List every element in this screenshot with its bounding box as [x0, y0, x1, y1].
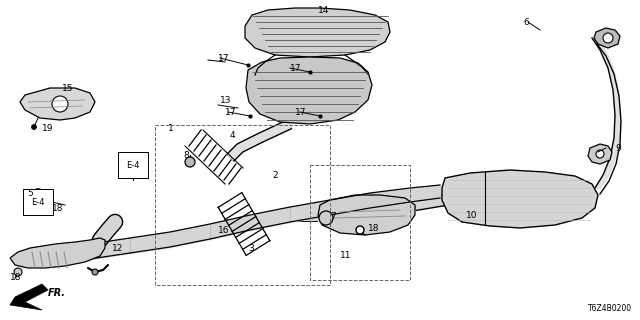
Circle shape — [185, 157, 195, 167]
Text: FR.: FR. — [48, 288, 66, 298]
Text: 17: 17 — [218, 53, 230, 62]
Text: 18: 18 — [10, 274, 22, 283]
Circle shape — [14, 268, 22, 276]
Circle shape — [32, 189, 44, 201]
Text: 10: 10 — [466, 211, 477, 220]
Text: 13: 13 — [220, 95, 232, 105]
Polygon shape — [318, 195, 415, 235]
Text: 18: 18 — [368, 223, 380, 233]
Polygon shape — [10, 284, 48, 310]
Polygon shape — [442, 170, 598, 228]
Text: E-4: E-4 — [31, 197, 45, 206]
Text: 17: 17 — [225, 108, 237, 116]
Polygon shape — [594, 28, 620, 48]
Text: 5: 5 — [27, 188, 33, 197]
Polygon shape — [245, 8, 390, 57]
Bar — [155, 125, 330, 285]
Text: 1: 1 — [168, 124, 173, 132]
Text: 14: 14 — [318, 5, 330, 14]
Text: T6Z4B0200: T6Z4B0200 — [588, 304, 632, 313]
Text: 8: 8 — [183, 150, 189, 159]
Polygon shape — [20, 88, 95, 120]
Circle shape — [31, 124, 36, 130]
Text: 7: 7 — [330, 212, 336, 220]
Text: 2: 2 — [272, 171, 278, 180]
Polygon shape — [588, 144, 612, 164]
Text: 12: 12 — [112, 244, 124, 252]
Circle shape — [356, 226, 364, 234]
Text: E-4: E-4 — [126, 161, 140, 170]
Circle shape — [34, 191, 42, 199]
Text: 17: 17 — [295, 108, 307, 116]
Text: 16: 16 — [218, 226, 230, 235]
Text: 11: 11 — [340, 251, 351, 260]
Text: 15: 15 — [62, 84, 74, 92]
Circle shape — [92, 269, 98, 275]
Circle shape — [603, 33, 613, 43]
Circle shape — [596, 150, 604, 158]
Polygon shape — [10, 238, 105, 268]
Text: 18: 18 — [52, 204, 63, 212]
Text: 6: 6 — [523, 18, 529, 27]
Text: 9: 9 — [615, 143, 621, 153]
Bar — [310, 165, 410, 280]
Circle shape — [319, 211, 333, 225]
Text: 3: 3 — [248, 244, 253, 252]
Text: 19: 19 — [42, 124, 54, 132]
Polygon shape — [246, 57, 372, 124]
Circle shape — [52, 96, 68, 112]
Text: 17: 17 — [290, 63, 301, 73]
Text: 4: 4 — [230, 131, 236, 140]
